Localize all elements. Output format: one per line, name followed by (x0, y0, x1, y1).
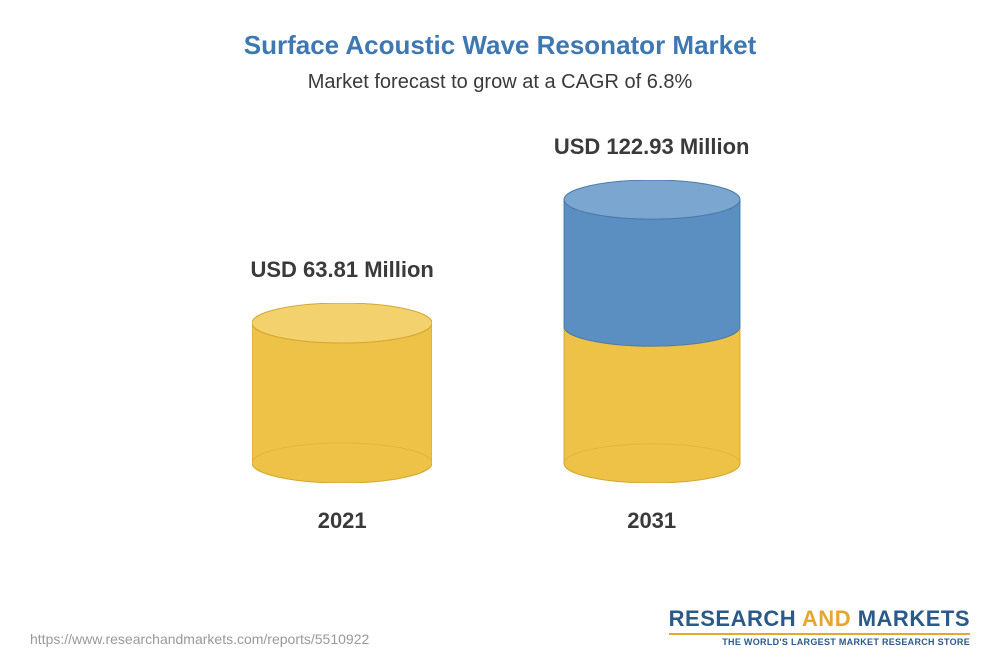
source-url: https://www.researchandmarkets.com/repor… (30, 631, 369, 647)
bar-2031: USD 122.93 Million 2031 (554, 134, 750, 534)
cylinder-2021 (252, 303, 432, 483)
bar-2021: USD 63.81 Million 2021 (250, 134, 433, 534)
logo-part-markets: MARKETS (858, 606, 970, 631)
logo-part-research: RESEARCH (669, 606, 796, 631)
value-label-2031: USD 122.93 Million (554, 134, 750, 160)
footer: https://www.researchandmarkets.com/repor… (0, 606, 1000, 647)
chart-title: Surface Acoustic Wave Resonator Market (244, 30, 756, 61)
chart-area: USD 63.81 Million 2021 USD 122.93 Millio… (0, 134, 1000, 534)
chart-subtitle: Market forecast to grow at a CAGR of 6.8… (308, 71, 693, 94)
cylinder-2031 (562, 180, 742, 483)
brand-logo: RESEARCH AND MARKETS THE WORLD'S LARGEST… (669, 606, 970, 647)
logo-tagline: THE WORLD'S LARGEST MARKET RESEARCH STOR… (669, 633, 970, 647)
logo-part-and: AND (802, 606, 851, 631)
value-label-2021: USD 63.81 Million (250, 257, 433, 283)
logo-text: RESEARCH AND MARKETS (669, 606, 970, 632)
year-label-2021: 2021 (318, 508, 367, 534)
year-label-2031: 2031 (627, 508, 676, 534)
